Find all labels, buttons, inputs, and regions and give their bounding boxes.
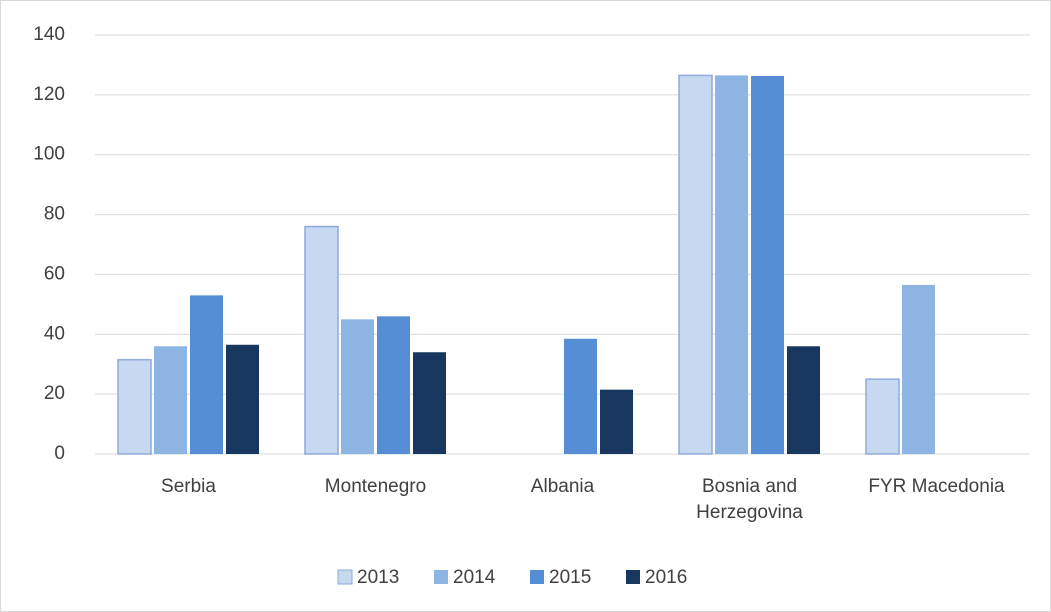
- y-tick-label: 60: [44, 263, 65, 284]
- legend-label: 2013: [357, 567, 399, 588]
- y-tick-label: 20: [44, 383, 65, 404]
- x-tick-label: Montenegro: [324, 476, 427, 497]
- bar: [190, 295, 223, 454]
- bar: [715, 75, 748, 455]
- bar: [226, 344, 259, 454]
- bar: [678, 74, 713, 455]
- bar: [413, 352, 446, 454]
- bar: [341, 319, 374, 454]
- bar: [304, 225, 339, 455]
- legend-swatch: [530, 570, 544, 584]
- bar: [787, 346, 820, 454]
- bar: [564, 338, 597, 454]
- x-tick-label-box: Albania: [530, 476, 595, 497]
- bar: [902, 284, 935, 454]
- x-tick-label: Bosnia and Herzegovina: [696, 476, 803, 523]
- x-tick-label: Serbia: [161, 476, 216, 497]
- x-tick-label: FYR Macedonia: [868, 476, 1005, 497]
- x-tick-label-box: Montenegro: [324, 476, 427, 497]
- legend-swatch: [626, 570, 640, 584]
- y-tick-label: 0: [54, 443, 65, 464]
- legend-label: 2015: [549, 567, 591, 588]
- bar: [751, 76, 784, 455]
- y-tick-label: 120: [33, 84, 65, 105]
- y-tick-label: 80: [44, 204, 65, 225]
- legend-label: 2016: [645, 567, 687, 588]
- bar: [865, 378, 900, 455]
- legend-swatch: [434, 570, 448, 584]
- x-tick-label-box: Bosnia and Herzegovina: [696, 476, 803, 523]
- bar: [154, 346, 187, 454]
- x-tick-label-box: Serbia: [161, 476, 216, 497]
- x-tick-label-box: FYR Macedonia: [868, 476, 1005, 497]
- bar: [600, 389, 633, 454]
- y-tick-label: 40: [44, 323, 65, 344]
- bar: [377, 316, 410, 454]
- x-tick-label: Albania: [530, 476, 595, 497]
- legend-label: 2014: [453, 567, 496, 588]
- y-tick-label: 100: [33, 144, 65, 165]
- legend-swatch: [337, 569, 353, 585]
- bar: [117, 358, 152, 455]
- y-tick-label: 140: [33, 24, 65, 45]
